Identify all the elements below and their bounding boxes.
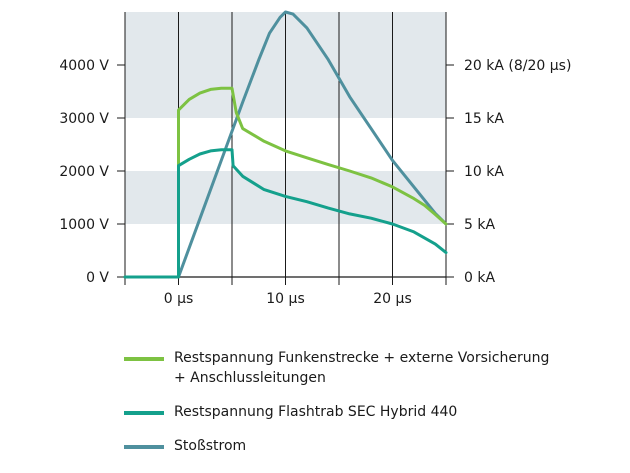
legend-label-flashtrab: Restspannung Flashtrab SEC Hybrid 440 [174,404,458,420]
left-tick-label: 2000 V [59,164,109,180]
right-tick-label: 0 kA [464,270,495,286]
x-tick-label: 0 µs [164,291,194,307]
legend-label-funkenstrecke-line1: Restspannung Funkenstrecke + externe Vor… [174,350,550,366]
legend-item-flashtrab: Restspannung Flashtrab SEC Hybrid 440 [124,402,624,422]
legend-swatch-stossstrom [124,445,164,449]
x-tick-label: 10 µs [266,291,304,307]
chart-tick-labels: 0 µs 10 µs 20 µs 0 V 1000 V 2000 V 3000 V 4000 … [59,58,571,307]
x-tick-label: 20 µs [373,291,411,307]
legend-swatch-flashtrab [124,411,164,415]
legend-label-funkenstrecke-line2: + Anschlussleitungen [174,370,326,386]
right-tick-label: 20 kA (8/20 µs) [464,58,571,74]
legend-item-stossstrom: Stoßstrom [124,436,624,456]
right-tick-label: 15 kA [464,111,504,127]
left-tick-label: 3000 V [59,111,109,127]
grid-vertical-lines [124,12,447,277]
series-line-flashtrab [123,148,448,279]
left-tick-label: 0 V [86,270,109,286]
legend: Restspannung Funkenstrecke + externe Vor… [124,348,624,470]
left-tick-label: 4000 V [59,58,109,74]
right-tick-label: 10 kA [464,164,504,180]
left-tick-label: 1000 V [59,217,109,233]
legend-swatch-funkenstrecke [124,357,164,361]
legend-label-stossstrom: Stoßstrom [174,438,247,454]
chart-series [123,10,448,279]
series-line-funkenstrecke [123,86,448,279]
voltage-current-chart: 0 µs 10 µs 20 µs 0 V 1000 V 2000 V 3000 V 4000 … [59,10,571,307]
legend-item-funkenstrecke: Restspannung Funkenstrecke + externe Vor… [124,348,624,388]
right-tick-label: 5 kA [464,217,495,233]
series-line-stossstrom [177,10,448,279]
